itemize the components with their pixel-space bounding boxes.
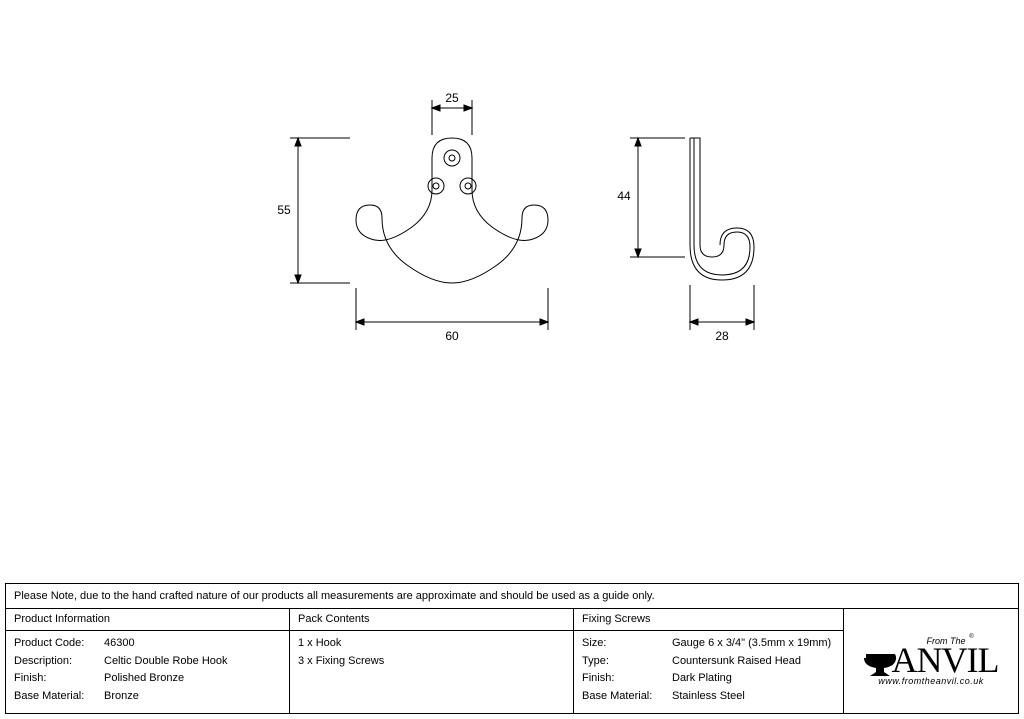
table-row: Base Material:Stainless Steel (582, 688, 835, 706)
fixing-screws-column: Fixing Screws Size:Gauge 6 x 3/4" (3.5mm… (574, 609, 844, 713)
table-row: Size:Gauge 6 x 3/4" (3.5mm x 19mm) (582, 635, 835, 653)
pack-contents-heading: Pack Contents (290, 609, 573, 631)
table-row: Finish:Dark Plating (582, 670, 835, 688)
logo-url: www.fromtheanvil.co.uk (878, 676, 984, 686)
table-row: Description:Celtic Double Robe Hook (14, 653, 281, 671)
table-row: Finish:Polished Bronze (14, 670, 281, 688)
product-info-heading: Product Information (6, 609, 289, 631)
dim-side-height: 44 (617, 189, 631, 203)
list-item: 1 x Hook (298, 635, 565, 653)
product-info-column: Product Information Product Code:46300 D… (6, 609, 290, 713)
fixing-screws-heading: Fixing Screws (574, 609, 843, 631)
dim-side-width: 28 (715, 329, 729, 343)
dim-overall-height: 55 (277, 203, 291, 217)
pack-contents-column: Pack Contents 1 x Hook 3 x Fixing Screws (290, 609, 574, 713)
logo-column: From The ANVIL www.fromtheanvil.co.uk (844, 609, 1018, 713)
info-panel: Please Note, due to the hand crafted nat… (5, 583, 1019, 714)
list-item: 3 x Fixing Screws (298, 653, 565, 671)
table-row: Product Code:46300 (14, 635, 281, 653)
logo-main: ANVIL (864, 642, 999, 678)
table-row: Base Material:Bronze (14, 688, 281, 706)
table-row: Type:Countersunk Raised Head (582, 653, 835, 671)
dim-plate-width: 25 (445, 91, 459, 105)
note-text: Please Note, due to the hand crafted nat… (6, 584, 1018, 609)
logo-tagline: From The (926, 636, 965, 646)
dim-overall-width: 60 (445, 329, 459, 343)
technical-drawing: 25 55 60 44 28 (0, 0, 1024, 550)
